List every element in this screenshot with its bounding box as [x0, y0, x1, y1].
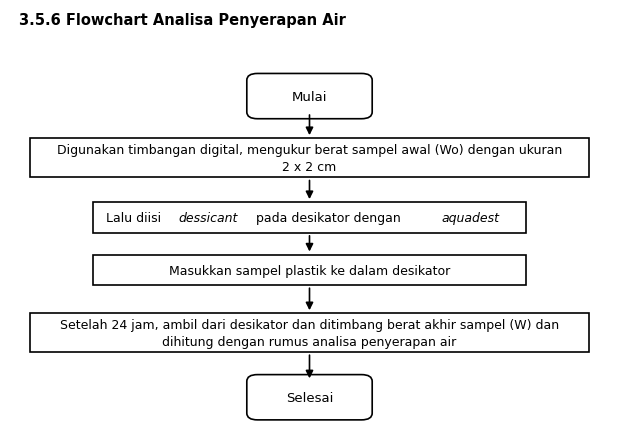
Bar: [93, 255, 526, 286]
Text: Selesai: Selesai: [286, 391, 333, 404]
Text: Mulai: Mulai: [292, 90, 327, 103]
Text: Setelah 24 jam, ambil dari desikator dan ditimbang berat akhir sampel (W) dan
di: Setelah 24 jam, ambil dari desikator dan…: [60, 318, 559, 348]
FancyBboxPatch shape: [247, 74, 372, 119]
Bar: [93, 203, 526, 233]
Text: 3.5.6 Flowchart Analisa Penyerapan Air: 3.5.6 Flowchart Analisa Penyerapan Air: [19, 13, 345, 28]
FancyBboxPatch shape: [247, 375, 372, 420]
Text: aquadest: aquadest: [441, 212, 500, 225]
Text: dessicant: dessicant: [179, 212, 238, 225]
Text: Digunakan timbangan digital, mengukur berat sampel awal (Wo) dengan ukuran
2 x 2: Digunakan timbangan digital, mengukur be…: [57, 144, 562, 174]
Bar: [30, 139, 589, 178]
Text: Lalu diisi: Lalu diisi: [106, 212, 165, 225]
Bar: [30, 313, 589, 352]
Text: Masukkan sampel plastik ke dalam desikator: Masukkan sampel plastik ke dalam desikat…: [169, 264, 450, 277]
Text: pada desikator dengan: pada desikator dengan: [253, 212, 405, 225]
